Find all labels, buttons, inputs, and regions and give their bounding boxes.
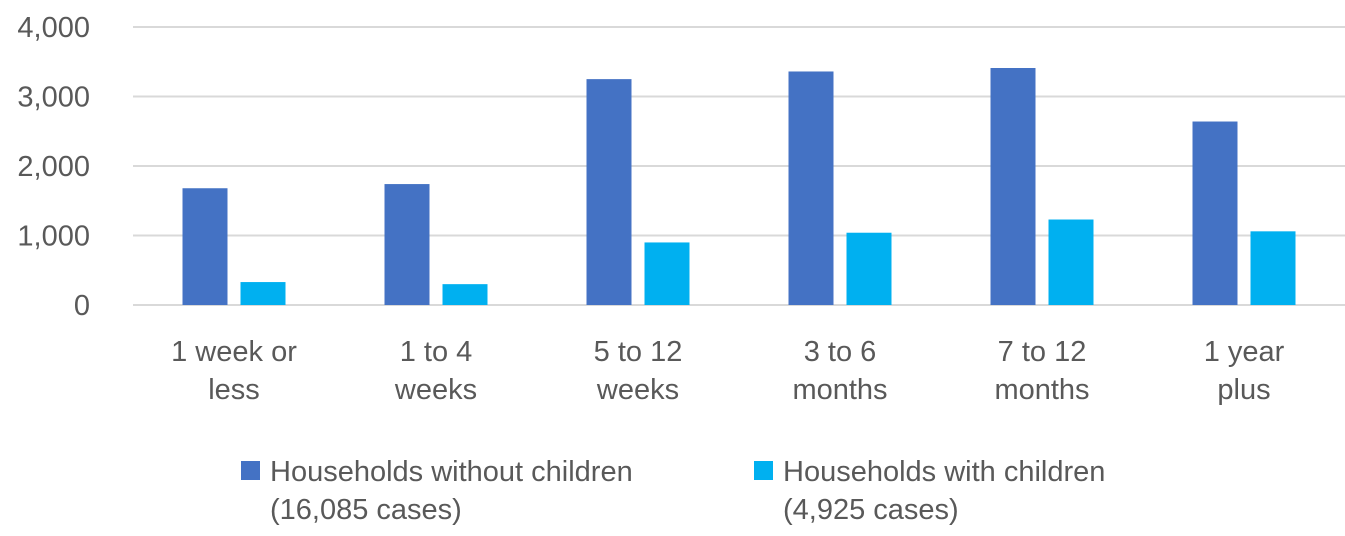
bar-series-2	[241, 282, 286, 305]
x-tick-label: 1 to 4 weeks	[394, 336, 477, 406]
legend-swatch	[754, 461, 773, 480]
legend: Households without children (16,085 cases…	[241, 456, 1105, 526]
y-tick-label: 3,000	[17, 82, 90, 114]
bar-series-1	[1193, 122, 1238, 305]
bar-series-1	[789, 71, 834, 305]
bar-series-1	[991, 68, 1036, 305]
bar-series-2	[847, 233, 892, 305]
x-axis: 1 week or less 1 to 4 weeks 5 to 12 weeks 3 to…	[171, 336, 1285, 406]
x-tick-label: 1 week or less	[171, 336, 297, 406]
legend-swatch	[241, 461, 260, 480]
x-tick-label: 5 to 12 weeks	[594, 336, 683, 406]
legend-label: Households without children (16,085 cases…	[270, 456, 633, 526]
legend-label: Households with children (4,925 cases)	[783, 456, 1105, 526]
bar-series-1	[183, 188, 228, 305]
y-tick-label: 2,000	[17, 151, 90, 183]
y-axis: 0 1,000 2,000 3,000 4,000	[17, 12, 90, 322]
bar-series-2	[1251, 231, 1296, 305]
gridlines	[133, 27, 1345, 305]
bar-series-2	[443, 284, 488, 305]
y-tick-label: 1,000	[17, 221, 90, 253]
bars	[183, 68, 1296, 305]
y-tick-label: 0	[74, 290, 90, 322]
x-tick-label: 3 to 6 months	[792, 336, 887, 406]
bar-series-2	[1049, 220, 1094, 305]
bar-series-2	[645, 242, 690, 305]
bar-series-1	[385, 184, 430, 305]
x-tick-label: 7 to 12 months	[994, 336, 1089, 406]
bar-series-1	[587, 79, 632, 305]
x-tick-label: 1 year plus	[1204, 336, 1285, 406]
y-tick-label: 4,000	[17, 12, 90, 44]
